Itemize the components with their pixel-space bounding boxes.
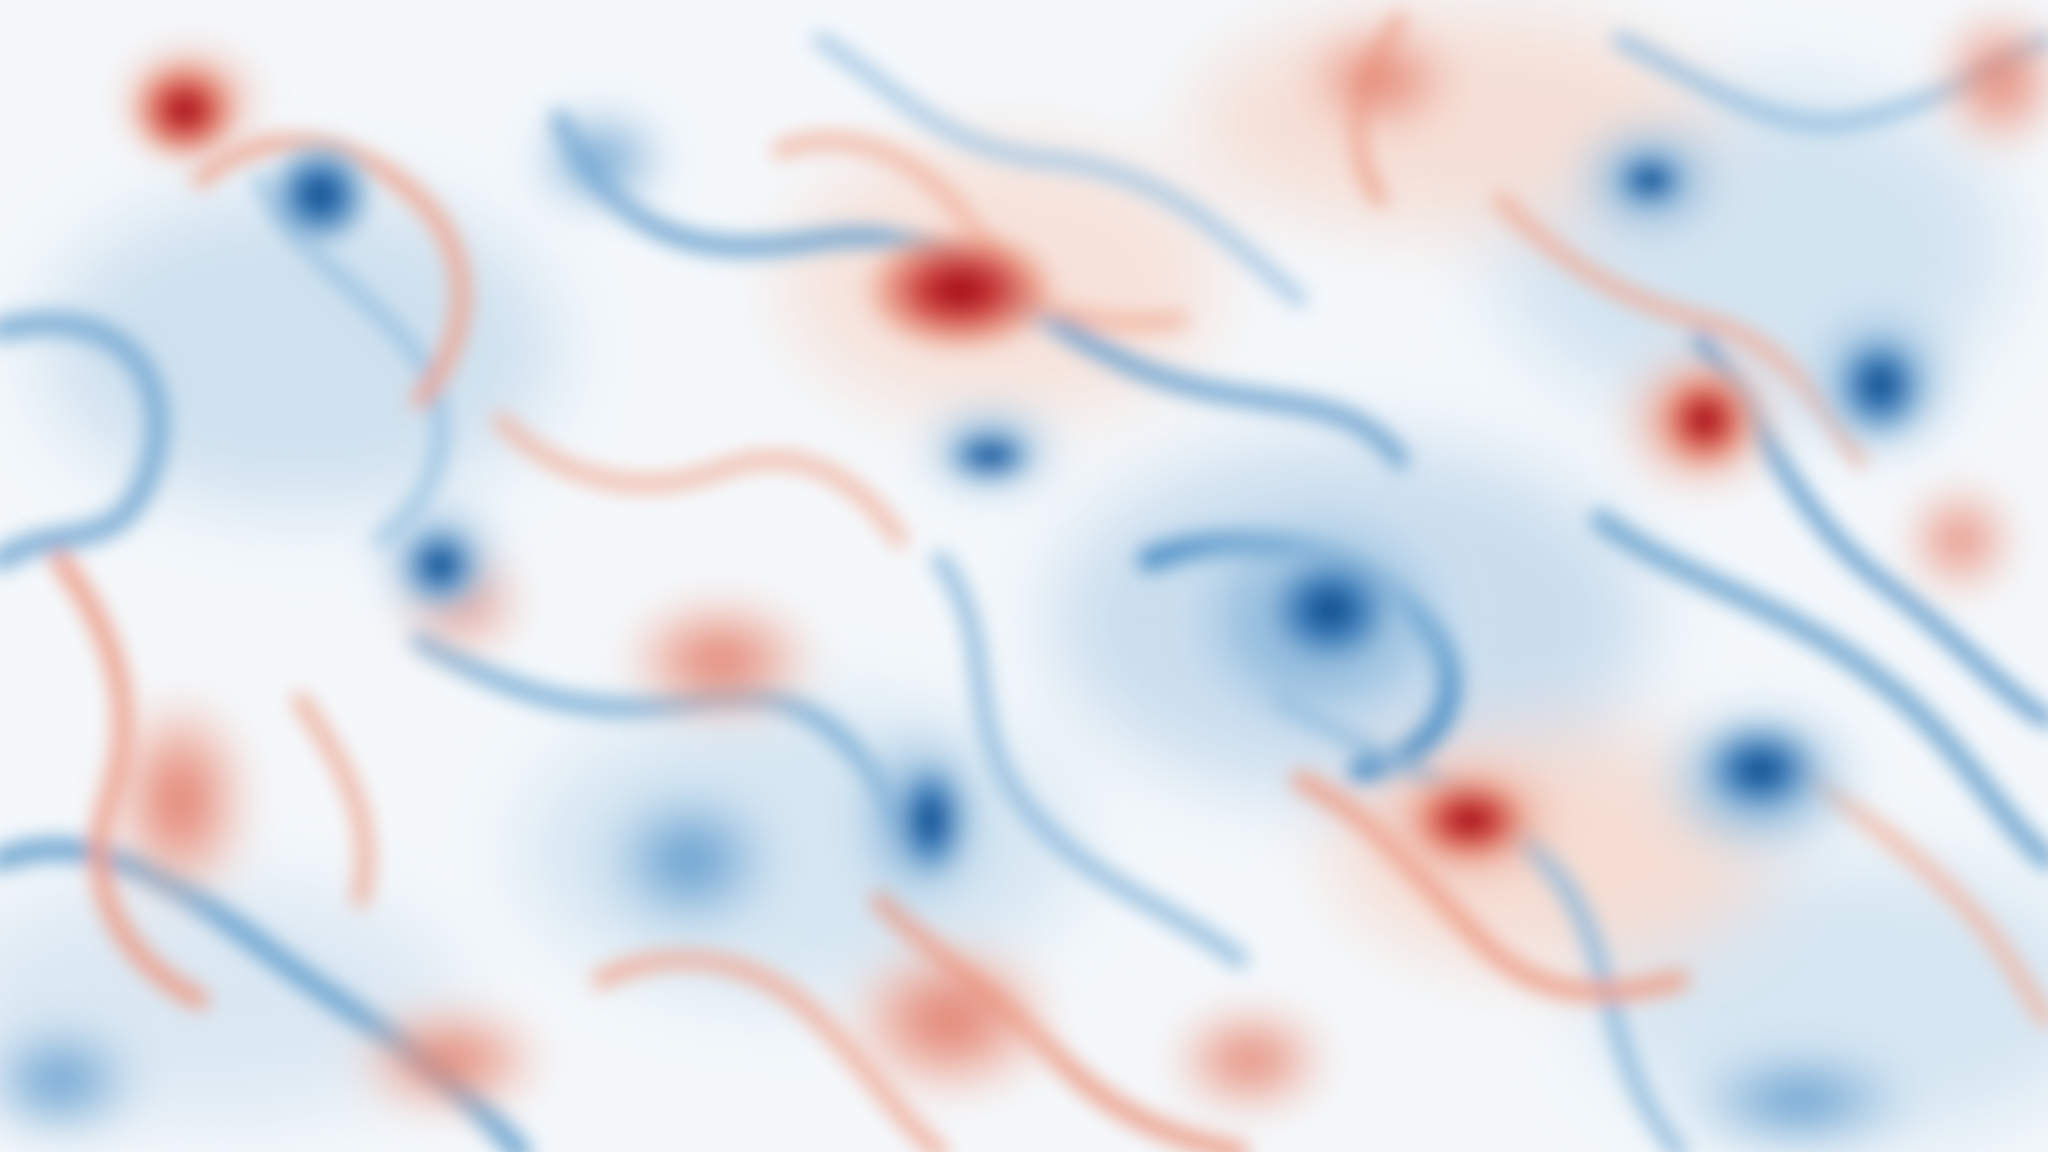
blue-vortex-core (940, 425, 1040, 485)
blue-vortex-core (1825, 325, 1935, 445)
blue-vortex-core (260, 135, 380, 255)
red-vortex-core (1650, 365, 1760, 475)
red-vortex-core (125, 55, 245, 165)
blue-vortex-core (1605, 145, 1695, 215)
blue-vortex-core (885, 750, 975, 890)
red-vortex-core (850, 220, 1070, 360)
red-vortex-core (1400, 770, 1540, 870)
vortex-core-layer (125, 55, 1935, 890)
blue-vortex-core (1690, 715, 1830, 825)
blue-vortex-core (395, 520, 485, 610)
blue-vortex-core (1250, 540, 1410, 680)
